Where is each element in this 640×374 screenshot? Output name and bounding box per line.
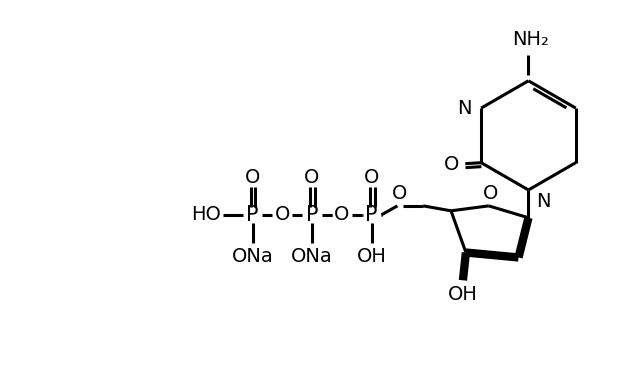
Text: O: O — [305, 168, 320, 187]
Text: ONa: ONa — [291, 247, 333, 266]
Text: O: O — [334, 205, 349, 224]
Text: OH: OH — [448, 285, 478, 304]
Text: P: P — [306, 205, 318, 225]
Text: N: N — [536, 192, 551, 211]
Text: N: N — [457, 99, 471, 117]
Text: OH: OH — [356, 247, 387, 266]
Text: O: O — [275, 205, 290, 224]
Text: ONa: ONa — [232, 247, 273, 266]
Text: NH₂: NH₂ — [512, 30, 549, 49]
Text: P: P — [365, 205, 378, 225]
Text: O: O — [444, 155, 459, 174]
Text: O: O — [245, 168, 260, 187]
Text: O: O — [483, 184, 499, 203]
Text: HO: HO — [191, 205, 221, 224]
Text: P: P — [246, 205, 259, 225]
Text: O: O — [392, 184, 407, 203]
Text: O: O — [364, 168, 380, 187]
